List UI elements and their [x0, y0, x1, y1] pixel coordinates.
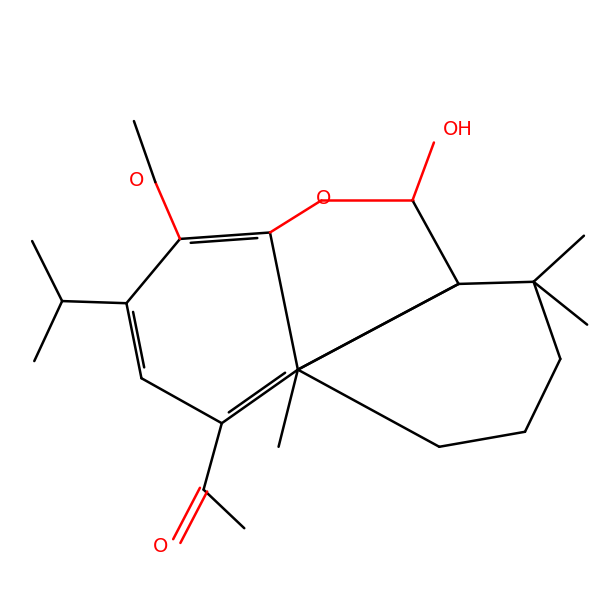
Text: O: O — [128, 170, 144, 190]
Text: OH: OH — [443, 120, 472, 139]
Text: O: O — [153, 537, 169, 556]
Text: O: O — [316, 189, 331, 208]
